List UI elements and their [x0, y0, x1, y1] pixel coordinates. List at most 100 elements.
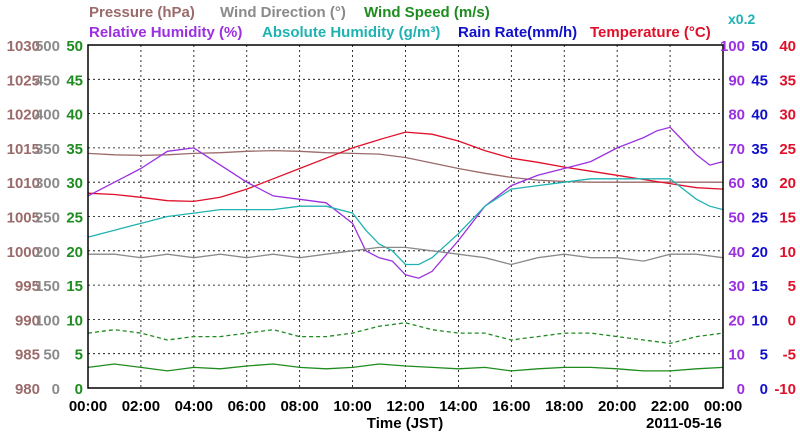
- pressure-tick-label: 1015: [7, 141, 40, 158]
- series-wind-speed-mean-m-s: [87, 363, 724, 372]
- pressure-tick-label: 1030: [7, 38, 40, 55]
- wind-speed-tick-label: 5: [75, 347, 83, 364]
- relative-humidity-tick-label: 20: [728, 312, 745, 329]
- plot-grid: [88, 45, 723, 388]
- wind-direction-tick-label: 50: [43, 347, 60, 364]
- series-wind-direction: [88, 246, 724, 266]
- x-tick-label: 04:00: [175, 398, 213, 415]
- legend-wind-direction: Wind Direction (°): [220, 4, 346, 21]
- wind-speed-tick-label: 40: [66, 107, 83, 124]
- rain-rate-tick-label: 50: [751, 38, 768, 55]
- legend-relative-humidity: Relative Humidity (%): [89, 24, 242, 41]
- wind-speed-tick-label: 50: [66, 38, 83, 55]
- x-tick-label: 16:00: [492, 398, 530, 415]
- pressure-tick-label: 1020: [7, 107, 40, 124]
- x-tick-label: 08:00: [280, 398, 318, 415]
- wind-direction-tick-label: 500: [35, 38, 60, 55]
- date-label: 2011-05-16: [646, 415, 722, 432]
- pressure-tick-label: 1025: [7, 72, 40, 89]
- x-tick-label: 10:00: [333, 398, 371, 415]
- temperature-tick-label: -5: [783, 347, 796, 364]
- wind-speed-tick-label: 45: [66, 72, 83, 89]
- x-tick-label: 06:00: [228, 398, 266, 415]
- plot-frame: [87, 44, 724, 389]
- rain-rate-tick-label: 35: [751, 141, 768, 158]
- pressure-tick-label: 995: [15, 278, 40, 295]
- wind-direction-tick-label: 150: [35, 278, 60, 295]
- wind-speed-tick-label: 20: [66, 244, 83, 261]
- rain-rate-tick-label: 0: [760, 381, 768, 398]
- rain-rate-tick-label: 30: [751, 175, 768, 192]
- relative-humidity-tick-label: 70: [728, 141, 745, 158]
- x-tick-label: 02:00: [122, 398, 160, 415]
- wind-direction-tick-label: 400: [35, 107, 60, 124]
- wind-direction-tick-label: 450: [35, 72, 60, 89]
- rain-rate-tick-label: 40: [751, 107, 768, 124]
- x-tick-label: 14:00: [439, 398, 477, 415]
- wind-direction-tick-label: 300: [35, 175, 60, 192]
- relative-humidity-tick-label: 10: [728, 347, 745, 364]
- wind-speed-tick-label: 10: [66, 312, 83, 329]
- temperature-tick-label: 15: [779, 210, 796, 227]
- plot-series: [87, 126, 724, 372]
- rain-rate-tick-label: 45: [751, 72, 768, 89]
- pressure-tick-label: 985: [15, 347, 40, 364]
- x-tick-label: 12:00: [386, 398, 424, 415]
- relative-humidity-tick-label: 100: [720, 38, 745, 55]
- temperature-tick-label: 10: [779, 244, 796, 261]
- temperature-tick-label: 20: [779, 175, 796, 192]
- relative-humidity-tick-label: 80: [728, 107, 745, 124]
- series-temperature-c: [87, 131, 724, 203]
- wind-direction-tick-label: 100: [35, 312, 60, 329]
- pressure-tick-label: 980: [15, 381, 40, 398]
- relative-humidity-tick-label: 40: [728, 244, 745, 261]
- legend-pressure: Pressure (hPa): [89, 4, 195, 21]
- x-tick-label: 20:00: [598, 398, 636, 415]
- relative-humidity-tick-label: 30: [728, 278, 745, 295]
- legend-wind-speed: Wind Speed (m/s): [364, 4, 490, 21]
- wind-direction-tick-label: 250: [35, 210, 60, 227]
- pressure-tick-label: 1000: [7, 244, 40, 261]
- x-tick-label: 22:00: [651, 398, 689, 415]
- temperature-tick-label: 25: [779, 141, 796, 158]
- legend-temperature: Temperature (°C): [590, 24, 711, 41]
- wind-direction-tick-label: 0: [52, 381, 60, 398]
- axis-labels: 9809859909951000100510101015102010251030…: [7, 38, 796, 398]
- x-tick-label: 00:00: [69, 398, 107, 415]
- pressure-tick-label: 1005: [7, 210, 40, 227]
- relative-humidity-tick-label: 60: [728, 175, 745, 192]
- relative-humidity-tick-label: 0: [737, 381, 745, 398]
- temperature-tick-label: 0: [788, 312, 796, 329]
- series-relative-humidity: [87, 126, 724, 279]
- series-wind-speed-max-m-s: [87, 322, 724, 345]
- pressure-tick-label: 1010: [7, 175, 40, 192]
- relative-humidity-tick-label: 90: [728, 72, 745, 89]
- wind-speed-tick-label: 15: [66, 278, 83, 295]
- temperature-tick-label: 35: [779, 72, 796, 89]
- rain-rate-tick-label: 5: [760, 347, 768, 364]
- wind-speed-tick-label: 0: [75, 381, 83, 398]
- x-tick-label: 18:00: [545, 398, 583, 415]
- wind-speed-tick-label: 25: [66, 210, 83, 227]
- x-tick-labels: 00:00 02:00 04:00 06:00 08:00 10:00 12:00 14:00…: [69, 398, 742, 415]
- series-absolute-humidity-g-m: [87, 178, 724, 266]
- legend-rain-rate: Rain Rate(mm/h): [458, 24, 577, 41]
- relative-humidity-tick-label: 50: [728, 210, 745, 227]
- legend-absolute-humidity: Absolute Humidity (g/m³): [262, 24, 440, 41]
- x-tick-label: 00:00: [704, 398, 742, 415]
- wind-direction-tick-label: 350: [35, 141, 60, 158]
- temperature-tick-label: -10: [774, 381, 796, 398]
- rain-rate-tick-label: 10: [751, 312, 768, 329]
- wind-speed-tick-label: 30: [66, 175, 83, 192]
- wind-direction-tick-label: 200: [35, 244, 60, 261]
- temperature-tick-label: 30: [779, 107, 796, 124]
- abs-humidity-scale-label: x0.2: [728, 11, 755, 27]
- rain-rate-tick-label: 15: [751, 278, 768, 295]
- series-pressure-hpa: [87, 149, 723, 183]
- pressure-tick-label: 990: [15, 312, 40, 329]
- rain-rate-tick-label: 25: [751, 210, 768, 227]
- temperature-tick-label: 5: [788, 278, 796, 295]
- x-axis-label: Time (JST): [367, 415, 443, 432]
